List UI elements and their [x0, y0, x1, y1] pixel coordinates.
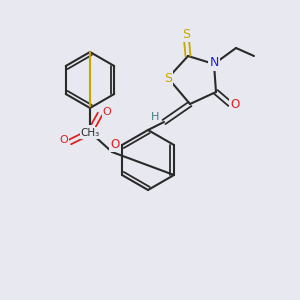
Text: S: S [164, 71, 172, 85]
Text: CH₃: CH₃ [80, 128, 100, 138]
Text: O: O [60, 135, 68, 145]
Text: O: O [110, 139, 120, 152]
Text: S: S [182, 28, 190, 40]
Text: O: O [103, 107, 111, 117]
Text: O: O [230, 98, 240, 110]
Text: N: N [209, 56, 219, 70]
Text: S: S [86, 125, 94, 139]
Text: H: H [151, 112, 159, 122]
